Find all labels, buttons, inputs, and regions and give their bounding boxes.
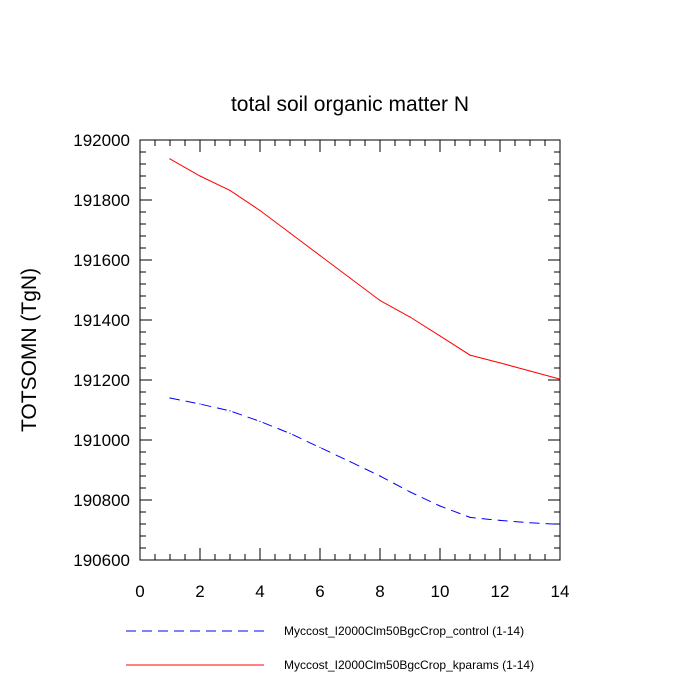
x-tick-label: 14	[551, 582, 570, 601]
data-point	[529, 370, 531, 372]
chart-title: total soil organic matter N	[231, 93, 469, 116]
x-tick-label: 4	[255, 582, 264, 601]
data-point	[319, 254, 321, 257]
y-tick-label: 190800	[73, 491, 130, 510]
data-point	[559, 378, 561, 380]
data-point	[199, 175, 201, 177]
data-point	[409, 491, 411, 493]
tick-labels: 0 2 4 6 8 10 12 14 190600 190800 191000 191200 19140…	[73, 131, 569, 601]
data-point	[349, 277, 351, 279]
data-point	[199, 403, 201, 405]
data-point	[439, 335, 441, 337]
data-point	[559, 523, 561, 525]
legend-label-control: Myccost_I2000Clm50BgcCrop_control (1-14)	[284, 624, 524, 638]
data-point	[289, 232, 291, 234]
legend-label-kparams: Myccost_I2000Clm50BgcCrop_kparams (1-14)	[284, 658, 534, 672]
plot-frame	[139, 139, 561, 561]
y-tick-label: 191000	[73, 431, 130, 450]
data-point	[289, 432, 291, 434]
data-point	[499, 519, 501, 522]
series-line-kparams	[169, 158, 561, 380]
data-point	[349, 461, 351, 463]
x-tick-label: 8	[375, 582, 384, 601]
x-tick-label: 2	[195, 582, 204, 601]
data-point	[319, 446, 321, 449]
y-tick-label: 191400	[73, 311, 130, 330]
data-point	[379, 475, 381, 477]
data-point	[409, 316, 411, 318]
data-point	[229, 189, 231, 191]
y-tick-label: 190600	[73, 551, 130, 570]
data-point	[469, 516, 471, 519]
data-point	[439, 505, 441, 507]
data-point	[529, 522, 531, 524]
data-point	[169, 397, 171, 399]
legend: Myccost_I2000Clm50BgcCrop_control (1-14)…	[126, 624, 534, 672]
x-tick-label: 10	[431, 582, 450, 601]
data-point	[469, 354, 471, 356]
axis-ticks	[139, 139, 561, 561]
data-point	[259, 420, 261, 422]
x-tick-label: 0	[135, 582, 144, 601]
y-tick-label: 191600	[73, 251, 130, 270]
y-tick-label: 191800	[73, 191, 130, 210]
series-line-control	[169, 397, 561, 525]
x-tick-label: 6	[315, 582, 324, 601]
y-axis-label: TOTSOMN (TgN)	[18, 268, 41, 432]
x-tick-label: 12	[491, 582, 510, 601]
data-point	[169, 158, 171, 160]
data-point	[499, 362, 501, 364]
series-group	[169, 158, 561, 525]
data-point	[229, 410, 231, 412]
y-tick-label: 191200	[73, 371, 130, 390]
data-point	[259, 209, 261, 212]
data-point	[379, 299, 381, 302]
y-tick-label: 192000	[73, 131, 130, 150]
